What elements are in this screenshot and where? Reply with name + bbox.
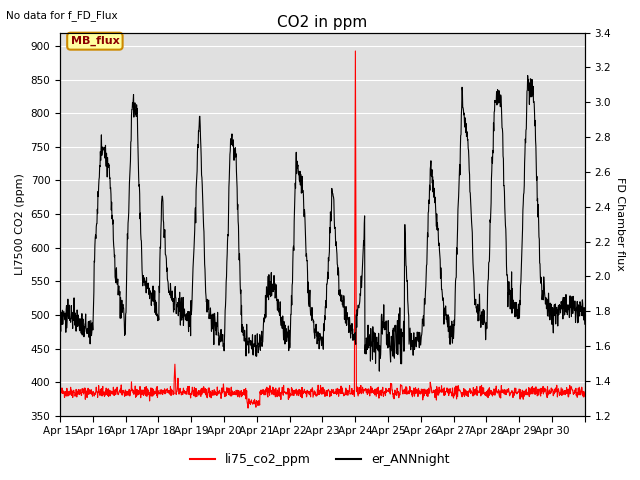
- Y-axis label: FD Chamber flux: FD Chamber flux: [615, 177, 625, 271]
- Y-axis label: LI7500 CO2 (ppm): LI7500 CO2 (ppm): [15, 173, 25, 275]
- Text: No data for f_FD_Flux: No data for f_FD_Flux: [6, 10, 118, 21]
- Legend: li75_co2_ppm, er_ANNnight: li75_co2_ppm, er_ANNnight: [186, 448, 454, 471]
- Title: CO2 in ppm: CO2 in ppm: [277, 15, 367, 30]
- Text: MB_flux: MB_flux: [70, 36, 119, 46]
